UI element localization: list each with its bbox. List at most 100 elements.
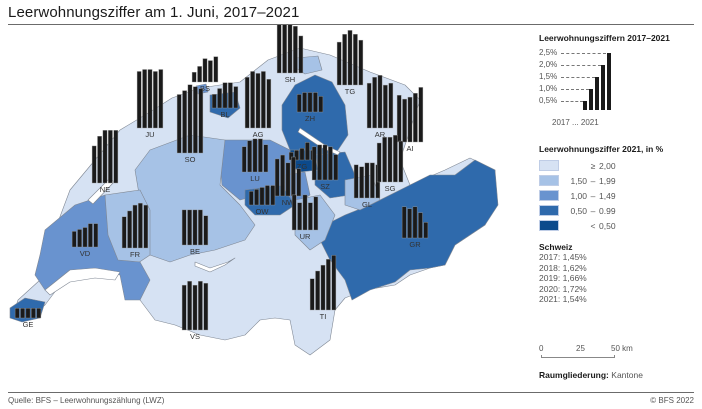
canton-label: OW — [256, 207, 270, 216]
legend-bar — [583, 101, 587, 110]
canton-ur-bars: UR — [291, 194, 319, 241]
canton-ow-bars: OW — [248, 185, 276, 216]
class-sep: ≥ — [590, 160, 596, 171]
schweiz-2018: 2018: 1,62% — [539, 262, 587, 273]
canton-zh-bars: ZH — [296, 92, 324, 123]
copyright: © BFS 2022 — [650, 396, 694, 405]
canton-label: GE — [23, 320, 34, 329]
canton-label: GL — [362, 200, 372, 209]
canton-vs-bars: VS — [181, 281, 209, 341]
tick-label: 2,0% — [539, 60, 558, 69]
schweiz-2021: 2021: 1,54% — [539, 294, 587, 304]
canton-label: TG — [345, 87, 356, 96]
lake-geneva — [44, 267, 121, 296]
switzerland-canton-map: JU BS BL SO AG SH ZH TG AR AI NE LU ZG SZ NW OW GL SG BE UR… — [9, 25, 499, 356]
canton-gr-bars: GR — [401, 206, 429, 249]
class-lo: 0,50 — [570, 205, 587, 216]
scale-label-25: 25 — [576, 344, 585, 353]
canton-lu-bars: LU — [241, 138, 269, 183]
canton-bs-bars: BS — [191, 56, 219, 93]
color-swatch — [539, 190, 559, 201]
class-sep: – — [590, 190, 596, 201]
class-lo: 1,50 — [570, 175, 587, 186]
legend-x-label: 2017 ... 2021 — [552, 118, 599, 127]
tick-label: 1,5% — [539, 72, 558, 81]
class-sep: – — [590, 175, 596, 186]
page-title: Leerwohnungsziffer am 1. Juni, 2017–2021 — [8, 4, 300, 21]
schweiz-title: Schweiz — [539, 242, 573, 252]
class-sep: < — [590, 220, 596, 231]
canton-ag-bars: AG — [244, 71, 272, 139]
raumgliederung-value: Kantone — [611, 370, 643, 380]
canton-label: LU — [250, 174, 260, 183]
schweiz-2017: 2017: 1,45% — [539, 252, 587, 262]
canton-label: AI — [406, 144, 413, 153]
scale-label-50: 50 km — [611, 344, 633, 353]
canton-label: ZG — [297, 162, 308, 171]
canton-label: TI — [320, 312, 327, 321]
tick-label: 2,5% — [539, 48, 558, 57]
bottom-divider — [8, 392, 694, 393]
color-swatch — [539, 205, 559, 216]
lake-thun-brienz — [194, 257, 236, 273]
canton-sg-bars: SG — [376, 134, 404, 193]
canton-fr-bars: FR — [121, 202, 149, 259]
schweiz-2019: 2019: 1,66% — [539, 273, 587, 283]
canton-label: JU — [145, 130, 154, 139]
class-sep: – — [590, 205, 596, 216]
raumgliederung-label: Raumgliederung: — [539, 370, 609, 380]
canton-vd-bars: VD — [71, 223, 99, 258]
legend-class-row: <0,50 — [539, 218, 663, 233]
canton-ge-bars: GE — [14, 308, 42, 329]
scale-line — [541, 355, 615, 358]
class-lo: 1,00 — [570, 190, 587, 201]
canton-label: SZ — [320, 182, 330, 191]
legend-class-row: 0,50–0.99 — [539, 203, 663, 218]
schweiz-2020: 2020: 1,72% — [539, 283, 587, 294]
class-hi: 1,49 — [599, 190, 616, 201]
legend-classes-title: Leerwohnungsziffer 2021, in % — [539, 144, 664, 154]
class-hi: 2,00 — [599, 160, 616, 171]
legend-class-row: 1,00–1,49 — [539, 188, 663, 203]
legend-chart-title: Leerwohnungsziffern 2017–2021 — [539, 33, 670, 43]
class-hi: 1,99 — [599, 175, 616, 186]
class-hi: 0.99 — [599, 205, 616, 216]
canton-label: GR — [409, 240, 421, 249]
legend-class-row: ≥2,00 — [539, 158, 663, 173]
canton-label: AR — [375, 130, 386, 139]
canton-ti-bars: TI — [309, 255, 337, 321]
source-note: Quelle: BFS – Leerwohnungszählung (LWZ) — [8, 396, 165, 405]
canton-label: NW — [282, 198, 295, 207]
legend-classes: Leerwohnungsziffer 2021, in % ≥2,00 1,50–… — [539, 144, 663, 233]
top-divider — [8, 24, 694, 25]
canton-label: VD — [80, 249, 91, 258]
legend-bar — [595, 77, 599, 110]
legend-class-row: 1,50–1,99 — [539, 173, 663, 188]
canton-label: ZH — [305, 114, 315, 123]
class-hi: 0,50 — [599, 220, 616, 231]
canton-ar-bars: AR — [366, 75, 394, 139]
tick-label: 0,5% — [539, 96, 558, 105]
raumgliederung: Raumgliederung: Kantone — [539, 370, 643, 380]
canton-sh-bars: SH — [276, 25, 304, 84]
canton-sz-bars: SZ — [311, 144, 339, 191]
tick-label: 1,0% — [539, 84, 558, 93]
canton-label: UR — [300, 232, 311, 241]
canton-label: FR — [130, 250, 141, 259]
color-swatch — [539, 220, 559, 231]
class-lo — [565, 221, 587, 231]
canton-ne-bars: NE — [91, 130, 119, 194]
canton-bl-bars: BL — [211, 82, 239, 119]
legend-bar — [607, 53, 611, 110]
class-lo — [565, 161, 587, 171]
canton-ai-bars: AI — [396, 87, 424, 153]
color-swatch — [539, 175, 559, 186]
canton-label: BL — [220, 110, 229, 119]
canton-ju-bars: JU — [136, 69, 164, 139]
canton-label: SO — [185, 155, 196, 164]
canton-so-bars: SO — [176, 84, 204, 164]
scale-bar: 0 25 50 km — [539, 344, 649, 364]
canton-shape-vd — [34, 194, 151, 301]
canton-label: VS — [190, 332, 200, 341]
legend-mini-chart: 2,5% 2,0% 1,5% 1,0% 0,5% 2017 ... 2021 — [539, 46, 659, 131]
